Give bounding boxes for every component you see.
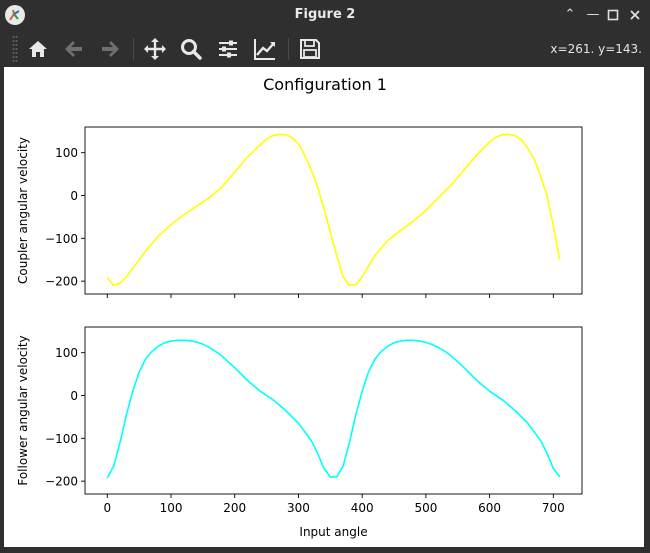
axes-frame	[84, 126, 583, 295]
y-axis-label: Coupler angular velocity	[16, 137, 30, 284]
y-tick-label: 100	[55, 146, 78, 160]
x-tick-label: 700	[542, 501, 565, 515]
zoom-icon	[181, 39, 202, 60]
y-tick-label: 0	[70, 189, 78, 203]
y-tick-label: −200	[45, 275, 78, 289]
figure-title: Configuration 1	[263, 75, 387, 94]
x-axis-label: Input angle	[299, 525, 367, 539]
home-button[interactable]	[23, 34, 53, 64]
edit-axis-icon	[254, 39, 275, 60]
x-tick-label: 200	[223, 501, 246, 515]
cursor-coordinates: x=261. y=143.	[550, 42, 642, 56]
figure-svg: Configuration 1 −200 −100 0 100 Coupler angu…	[16, 75, 583, 539]
save-icon	[300, 39, 320, 59]
toolbar-grip-icon[interactable]	[12, 35, 18, 63]
app-icon	[5, 5, 25, 25]
pan-icon	[144, 38, 166, 60]
y-tick-label: −100	[45, 232, 78, 246]
minimize-icon: —	[586, 7, 600, 22]
configure-subplots-button[interactable]	[213, 34, 243, 64]
x-tick-label: 300	[287, 501, 310, 515]
toolbar: x=261. y=143.	[0, 30, 650, 67]
subplot-2: 0 100 200 300 400 500 600 700 −200 −100 0 100 Follow…	[16, 326, 583, 539]
x-tick-label: 0	[103, 501, 111, 515]
back-icon	[65, 41, 82, 57]
y-tick-label: 100	[55, 346, 78, 360]
y-tick-label: −100	[45, 432, 78, 446]
figure-canvas[interactable]: Configuration 1 −200 −100 0 100 Coupler angu…	[4, 67, 644, 547]
x-tick-label: 400	[351, 501, 374, 515]
maximize-icon	[607, 9, 619, 21]
y-axis-label: Follower angular velocity	[16, 335, 30, 485]
zoom-button[interactable]	[176, 34, 206, 64]
toolbar-separator	[288, 38, 289, 60]
subplot-1: −200 −100 0 100 Coupler angular velocity	[16, 126, 583, 298]
back-button[interactable]	[59, 34, 89, 64]
window-title: Figure 2	[294, 7, 356, 22]
series-line-1	[106, 339, 561, 479]
axes-frame	[84, 326, 583, 495]
close-icon	[630, 10, 640, 20]
minimize-button[interactable]: —	[584, 6, 602, 24]
forward-button[interactable]	[95, 34, 125, 64]
x-tick-label: 500	[414, 501, 437, 515]
toolbar-separator	[133, 38, 134, 60]
x-tick-label: 600	[478, 501, 501, 515]
series-line-1	[106, 133, 561, 287]
close-button[interactable]	[626, 6, 644, 24]
window-menu-button[interactable]: ⌃	[561, 6, 579, 24]
home-icon	[29, 41, 47, 57]
x-tick-label: 100	[160, 501, 183, 515]
chevron-up-icon: ⌃	[564, 7, 576, 22]
configure-subplots-icon	[219, 40, 237, 58]
forward-icon	[102, 41, 119, 57]
y-tick-label: −200	[45, 475, 78, 489]
title-bar: Figure 2 ⌃ —	[0, 0, 650, 30]
y-tick-label: 0	[70, 389, 78, 403]
save-button[interactable]	[295, 34, 325, 64]
edit-axis-button[interactable]	[250, 34, 280, 64]
maximize-button[interactable]	[604, 6, 622, 24]
pan-button[interactable]	[140, 34, 170, 64]
